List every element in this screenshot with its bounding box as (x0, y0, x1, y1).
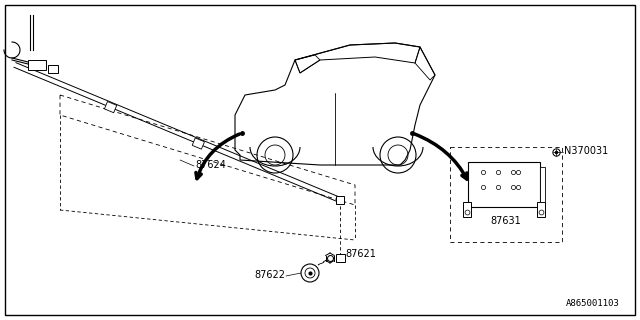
Bar (192, 138, 205, 149)
FancyBboxPatch shape (463, 202, 471, 217)
Text: N370031: N370031 (564, 146, 608, 156)
Text: 87621: 87621 (345, 249, 376, 259)
Text: 87624: 87624 (195, 160, 226, 170)
Bar (28, 60, 46, 70)
FancyArrowPatch shape (415, 134, 467, 179)
Bar (450, 147, 562, 242)
Text: 87631: 87631 (490, 216, 521, 226)
FancyArrowPatch shape (196, 134, 239, 179)
Text: A865001103: A865001103 (566, 299, 620, 308)
FancyBboxPatch shape (48, 65, 58, 73)
Bar (336, 196, 344, 204)
Bar (468, 162, 540, 207)
Bar (336, 254, 345, 262)
Bar (540, 167, 545, 202)
Bar (104, 101, 116, 113)
FancyBboxPatch shape (537, 202, 545, 217)
Text: 87622: 87622 (254, 270, 285, 280)
